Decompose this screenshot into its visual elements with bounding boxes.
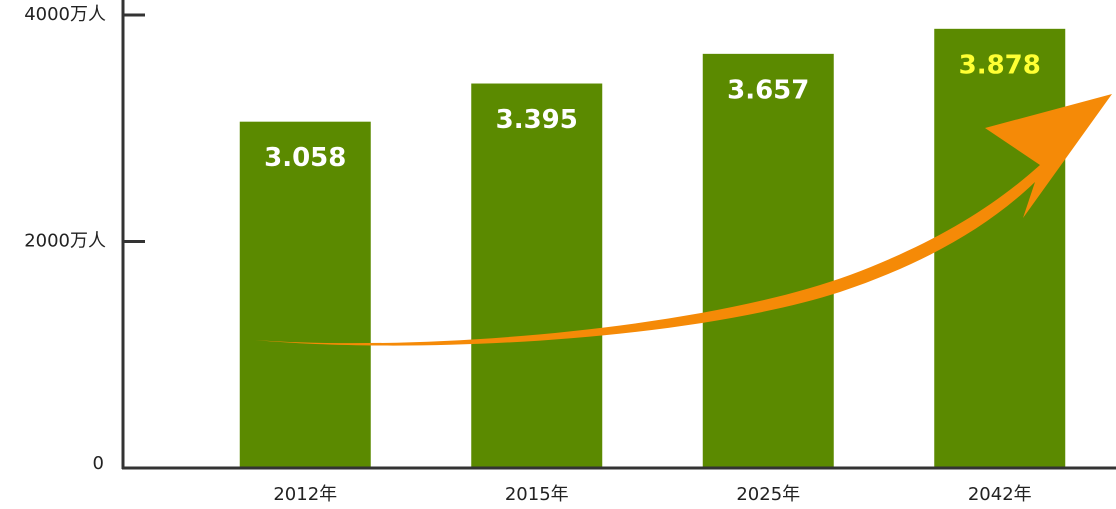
x-tick-label: 2012年 <box>273 484 337 505</box>
value-label: 3.657 <box>727 75 809 105</box>
value-label: 3.058 <box>264 143 346 173</box>
bar <box>239 121 371 468</box>
bar <box>934 28 1066 469</box>
x-tick-label: 2025年 <box>736 484 800 505</box>
trend-arrow <box>255 94 1112 346</box>
bar <box>471 83 603 469</box>
y-tick-label: 0 <box>93 453 104 474</box>
value-label: 3.395 <box>496 105 578 135</box>
bar <box>702 53 834 468</box>
x-tick-label: 2015年 <box>505 484 569 505</box>
x-tick-label: 2042年 <box>968 484 1032 505</box>
y-tick-label: 2000万人 <box>24 231 106 252</box>
value-label: 3.878 <box>959 50 1041 80</box>
bar-layer <box>239 28 1066 469</box>
y-tick-label: 4000万人 <box>24 4 106 25</box>
